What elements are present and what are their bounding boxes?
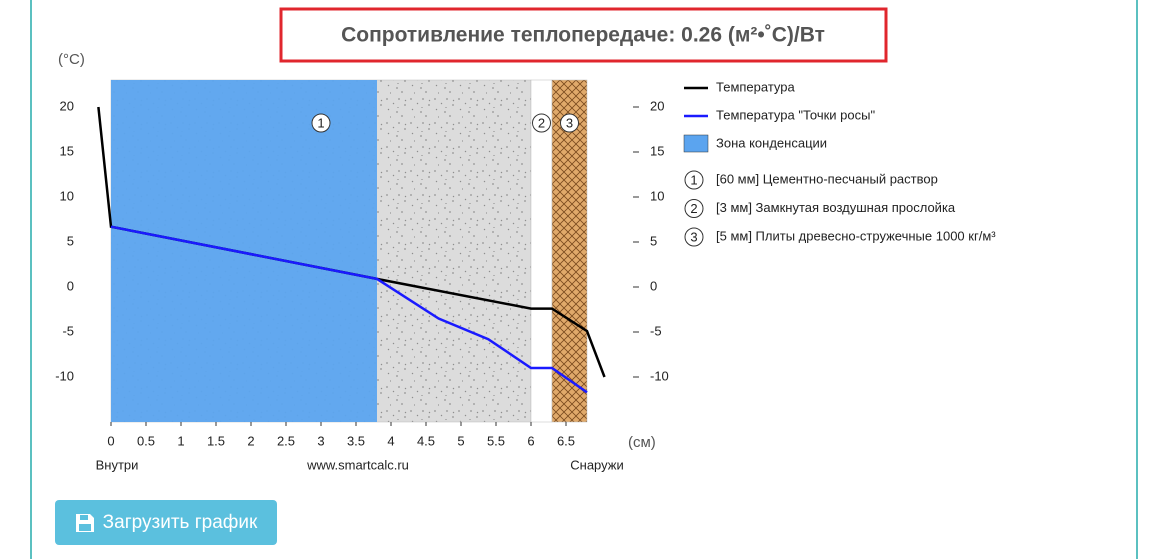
title-box <box>279 7 888 63</box>
layer <box>551 79 588 423</box>
x-tick-label: 1.5 <box>207 433 225 448</box>
legend-label: Температура <box>716 79 796 94</box>
legend-label: [5 мм] Плиты древесно-стружечные 1000 кг… <box>716 228 996 243</box>
legend-label: [60 мм] Цементно-песчаный раствор <box>716 171 938 186</box>
layer-number: 2 <box>538 115 545 130</box>
x-note: Внутри <box>96 457 139 472</box>
x-tick-label: 6 <box>527 433 534 448</box>
x-tick-label: 4 <box>387 433 394 448</box>
x-tick-label: 0 <box>107 433 114 448</box>
y-tick-label: 5 <box>67 233 74 248</box>
title: Сопротивление теплопередаче: 0.26 (м²•˚С… <box>341 24 825 47</box>
button-label: Загрузить график <box>102 511 258 533</box>
y-axis-label: (°C) <box>58 51 85 68</box>
x-note: www.smartcalc.ru <box>306 457 409 472</box>
x-tick-label: 6.5 <box>557 433 575 448</box>
y2-tick-label: 10 <box>650 188 664 203</box>
download-button[interactable]: Загрузить график <box>55 500 277 545</box>
y2-tick-label: -10 <box>650 368 669 383</box>
x-tick-label: 3 <box>317 433 324 448</box>
legend-number: 2 <box>690 201 697 216</box>
y-tick-label: 0 <box>67 278 74 293</box>
x-tick-label: 0.5 <box>137 433 155 448</box>
y2-tick-label: 5 <box>650 233 657 248</box>
y-tick-label: 20 <box>60 98 74 113</box>
y-tick-label: -5 <box>62 323 74 338</box>
x-tick-label: 3.5 <box>347 433 365 448</box>
y2-tick-label: 15 <box>650 143 664 158</box>
layer-number: 3 <box>566 115 573 130</box>
layer-marker <box>311 113 331 133</box>
legend-number: 1 <box>690 172 697 187</box>
y2-tick-label: 0 <box>650 278 657 293</box>
y-tick-label: -10 <box>55 368 74 383</box>
y2-tick-label: -5 <box>650 323 662 338</box>
legend-marker <box>684 199 704 218</box>
legend-label: Температура "Точки росы" <box>716 107 875 122</box>
y-tick-label: 10 <box>60 188 74 203</box>
legend-label: Зона конденсации <box>716 135 827 150</box>
x-note: Снаружи <box>570 457 624 472</box>
layer-marker <box>532 113 551 133</box>
x-axis-label: (см) <box>628 434 656 451</box>
series-line <box>110 225 588 394</box>
legend-swatch <box>683 134 709 153</box>
layer-number: 1 <box>317 115 324 130</box>
layer-marker <box>560 113 579 133</box>
x-tick-label: 5.5 <box>487 433 505 448</box>
y-tick-label: 15 <box>60 143 74 158</box>
x-tick-label: 5 <box>457 433 464 448</box>
legend-number: 3 <box>690 229 697 244</box>
y2-tick-label: 20 <box>650 98 664 113</box>
icon <box>75 513 94 532</box>
x-tick-label: 2.5 <box>277 433 295 448</box>
x-tick-label: 2 <box>247 433 254 448</box>
legend-marker <box>684 227 704 247</box>
condensation-zone <box>111 80 377 422</box>
legend-marker <box>684 170 704 190</box>
x-tick-label: 4.5 <box>417 433 435 448</box>
x-tick-label: 1 <box>177 433 184 448</box>
legend-label: [3 мм] Замкнутая воздушная прослойка <box>716 200 956 215</box>
